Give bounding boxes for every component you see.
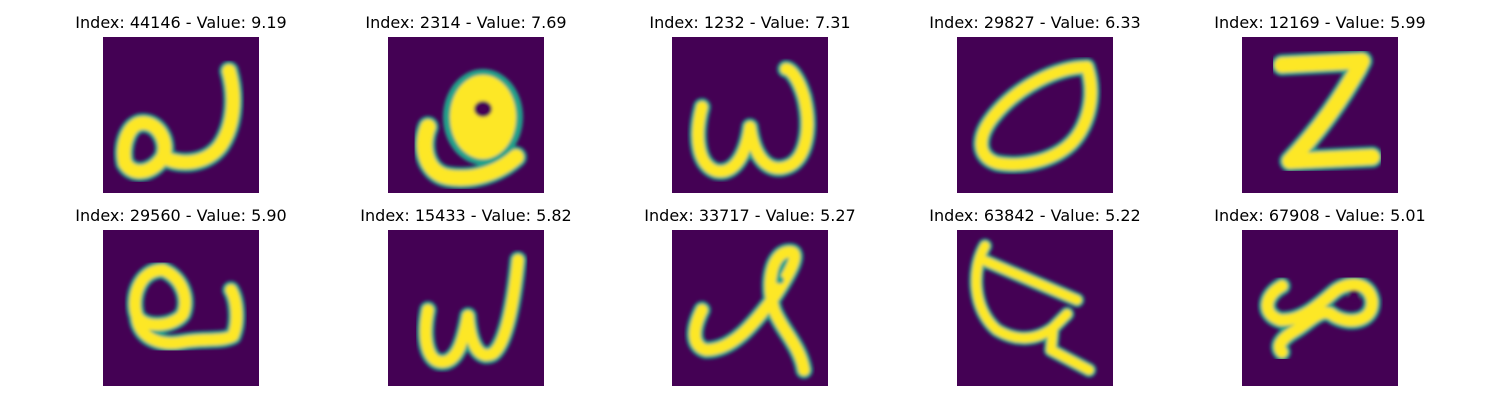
digit-image (672, 230, 828, 386)
digit-image (103, 230, 259, 386)
digit-image (1242, 37, 1398, 193)
digit-image (672, 37, 828, 193)
digit-image (957, 230, 1113, 386)
panel-title: Index: 1232 - Value: 7.31 (649, 13, 851, 32)
digit-image (388, 230, 544, 386)
panel-title: Index: 2314 - Value: 7.69 (365, 13, 567, 32)
digit-image (103, 37, 259, 193)
digit-image (388, 37, 544, 193)
panel-title: Index: 12169 - Value: 5.99 (1214, 13, 1426, 32)
digit-image (1242, 230, 1398, 386)
panel-title: Index: 33717 - Value: 5.27 (644, 206, 856, 225)
digit-image (957, 37, 1113, 193)
panel-title: Index: 63842 - Value: 5.22 (929, 206, 1141, 225)
panel-title: Index: 15433 - Value: 5.82 (360, 206, 572, 225)
panel-title: Index: 29827 - Value: 6.33 (929, 13, 1141, 32)
panel-title: Index: 44146 - Value: 9.19 (75, 13, 287, 32)
panel-title: Index: 67908 - Value: 5.01 (1214, 206, 1426, 225)
panel-title: Index: 29560 - Value: 5.90 (75, 206, 287, 225)
